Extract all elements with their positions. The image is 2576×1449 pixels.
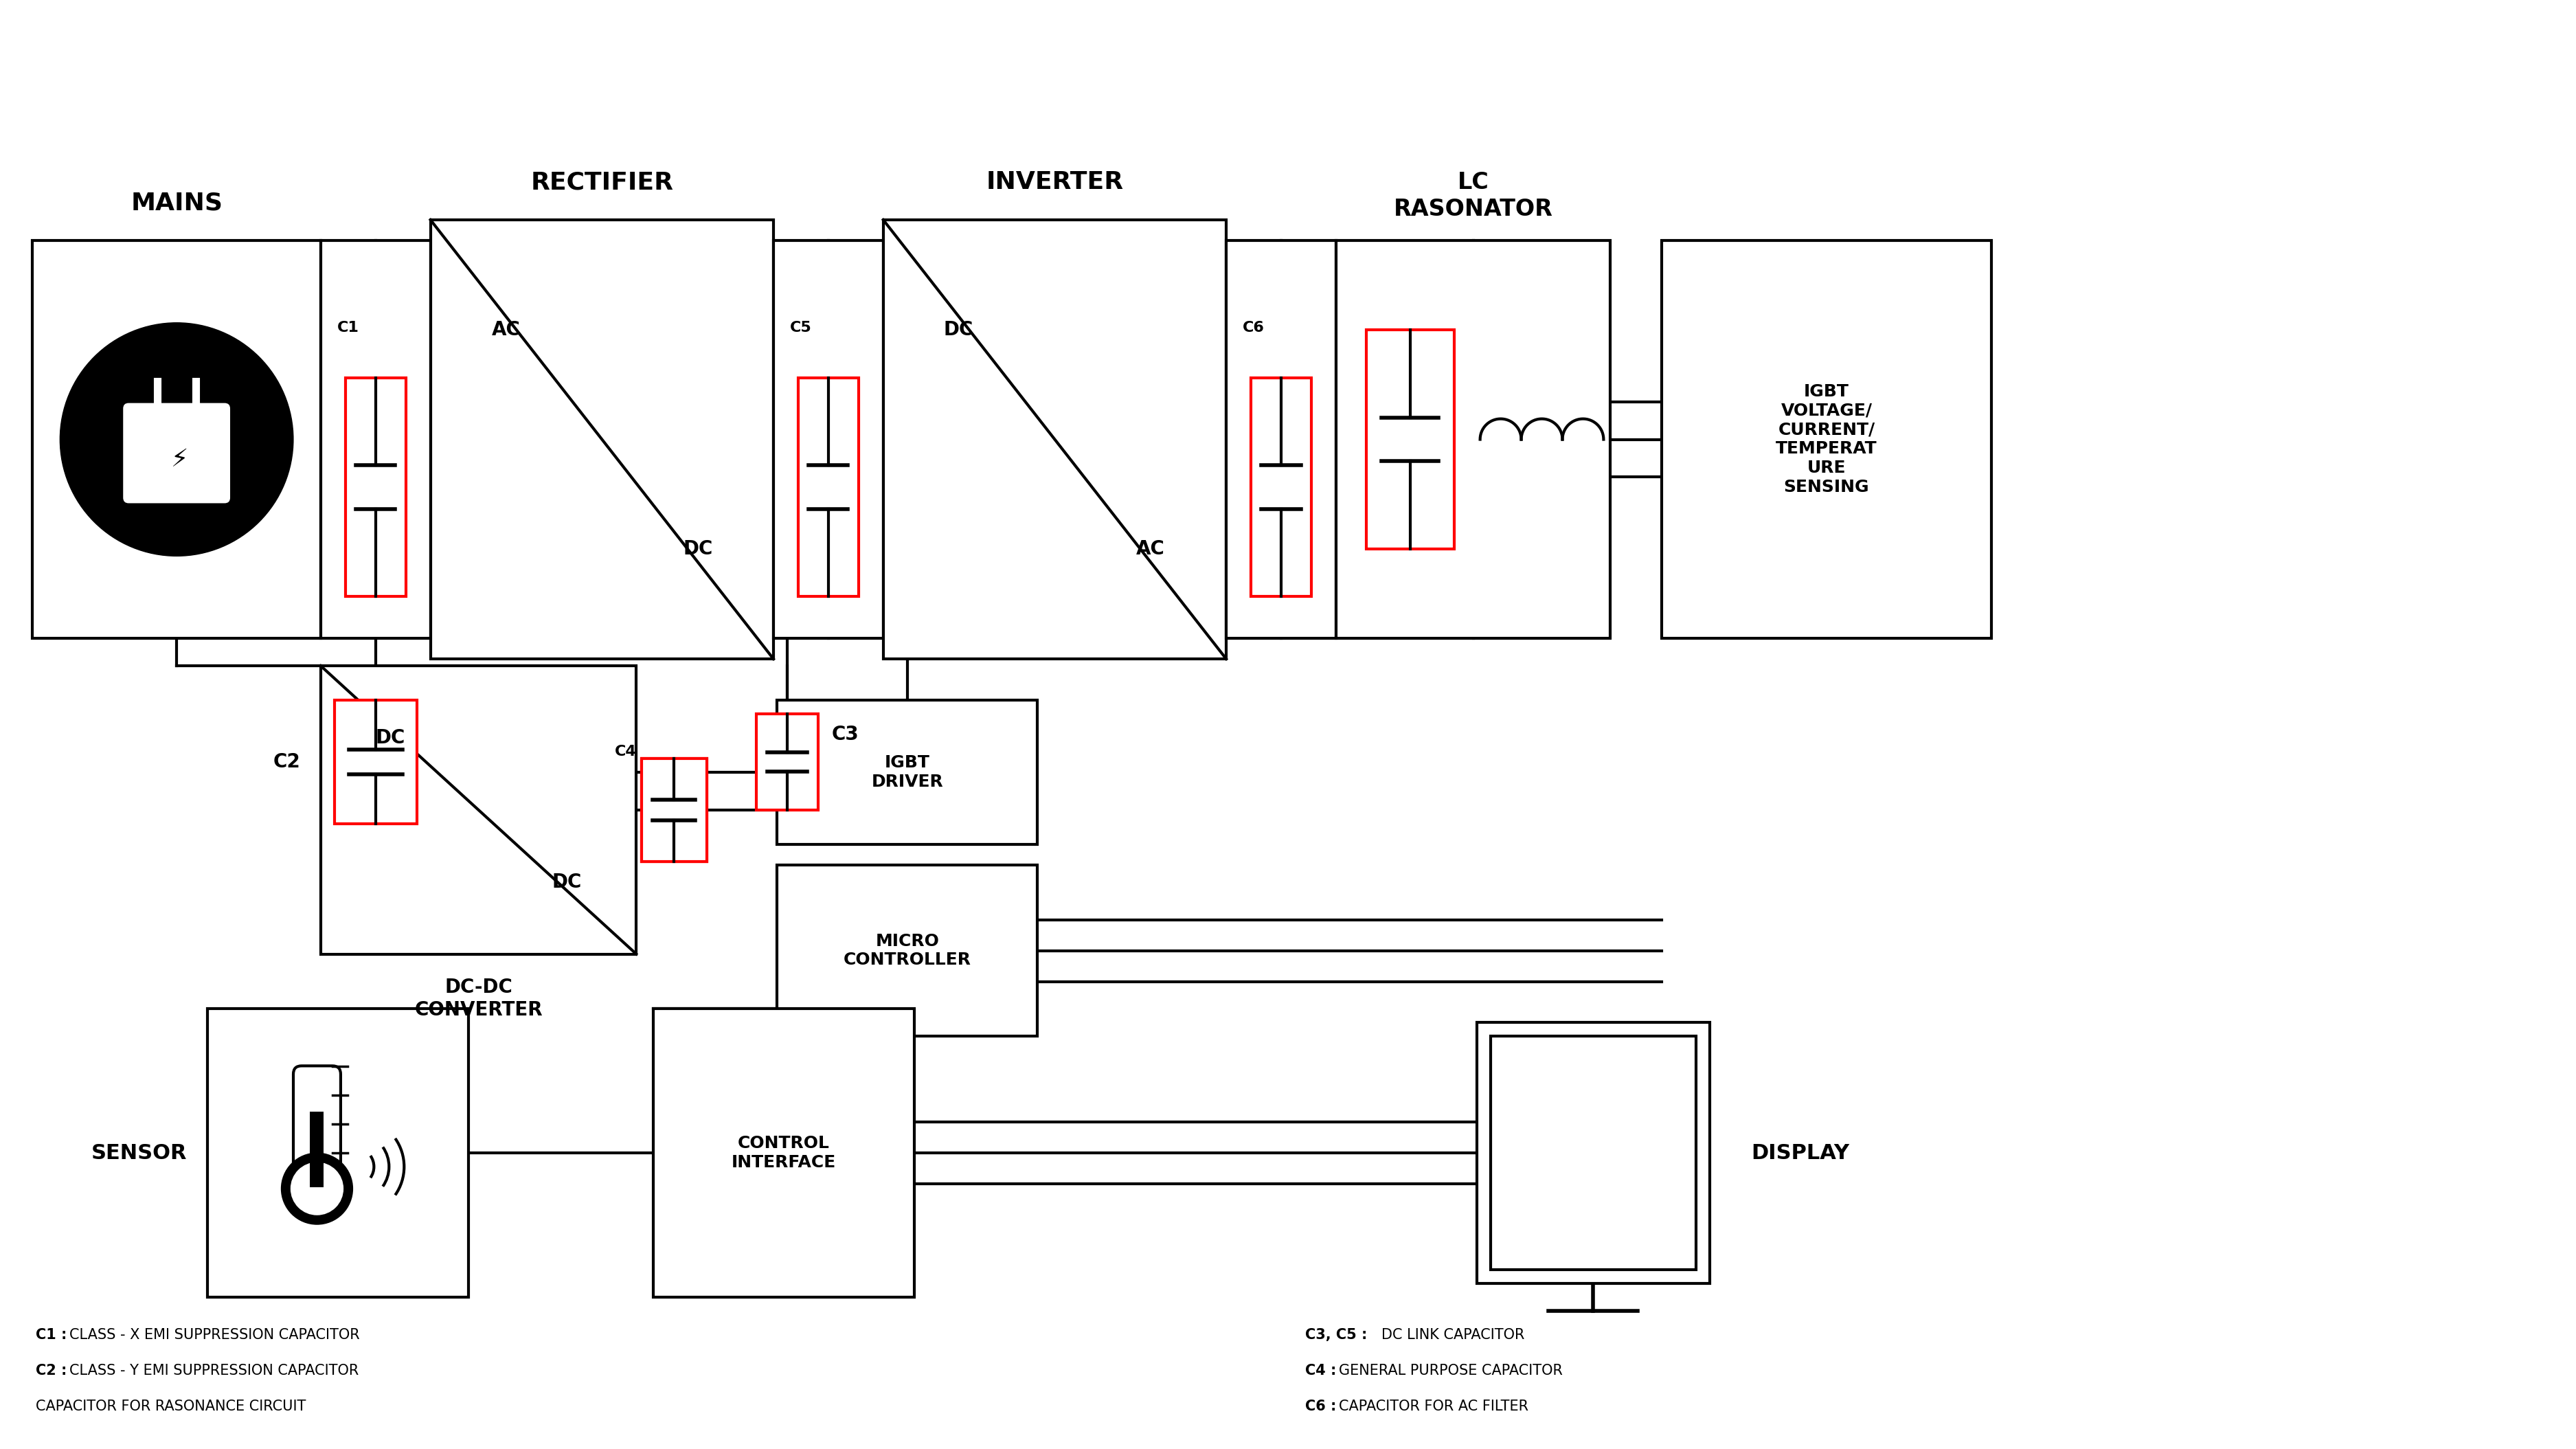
Bar (1226, 241, 1337, 639)
Text: DC: DC (551, 872, 582, 891)
Text: MAINS: MAINS (131, 191, 222, 214)
Bar (641, 758, 706, 861)
Text: LC
RASONATOR: LC RASONATOR (1394, 171, 1553, 220)
Text: SENSOR: SENSOR (90, 1143, 188, 1164)
Text: DC LINK CAPACITOR: DC LINK CAPACITOR (1381, 1327, 1525, 1342)
Text: DC: DC (943, 320, 974, 339)
Bar (33, 241, 319, 639)
Text: IGBT
VOLTAGE/
CURRENT/
TEMPERAT
URE
SENSING: IGBT VOLTAGE/ CURRENT/ TEMPERAT URE SENS… (1775, 384, 1878, 496)
Bar (778, 700, 1038, 845)
Text: GENERAL PURPOSE CAPACITOR: GENERAL PURPOSE CAPACITOR (1340, 1364, 1564, 1378)
Text: AC: AC (492, 320, 520, 339)
Text: C6: C6 (1242, 322, 1265, 335)
Text: AC: AC (1136, 539, 1164, 559)
FancyBboxPatch shape (294, 1066, 340, 1195)
Text: CLASS - Y EMI SUPPRESSION CAPACITOR: CLASS - Y EMI SUPPRESSION CAPACITOR (70, 1364, 358, 1378)
Bar (799, 378, 858, 597)
Bar (1337, 241, 1610, 639)
Bar (654, 1009, 914, 1297)
Bar (1476, 1023, 1710, 1284)
Text: CAPACITOR FOR RASONANCE CIRCUIT: CAPACITOR FOR RASONANCE CIRCUIT (36, 1400, 307, 1413)
Text: CONTROL
INTERFACE: CONTROL INTERFACE (732, 1135, 837, 1171)
Bar (319, 667, 636, 953)
Bar (430, 220, 773, 659)
Text: C4: C4 (616, 745, 636, 758)
Text: MICRO
CONTROLLER: MICRO CONTROLLER (842, 933, 971, 968)
Bar (335, 700, 417, 823)
Text: CAPACITOR FOR AC FILTER: CAPACITOR FOR AC FILTER (1340, 1400, 1528, 1413)
Text: C1: C1 (337, 322, 358, 335)
Text: C2 :: C2 : (36, 1364, 67, 1378)
Text: INVERTER: INVERTER (987, 171, 1123, 194)
Text: DC: DC (683, 539, 714, 559)
Text: DISPLAY: DISPLAY (1752, 1143, 1850, 1164)
Bar (641, 758, 706, 861)
Bar (1365, 330, 1453, 549)
Text: DC-DC
CONVERTER: DC-DC CONVERTER (415, 978, 544, 1019)
Bar (773, 241, 884, 639)
Circle shape (59, 323, 294, 556)
Bar (319, 241, 430, 639)
Text: IGBT
DRIVER: IGBT DRIVER (871, 755, 943, 790)
Bar (345, 378, 407, 597)
Bar (757, 714, 819, 810)
Bar (309, 1111, 325, 1187)
Text: CLASS - X EMI SUPPRESSION CAPACITOR: CLASS - X EMI SUPPRESSION CAPACITOR (70, 1327, 361, 1342)
Circle shape (281, 1153, 353, 1224)
Text: C3, C5 :: C3, C5 : (1306, 1327, 1368, 1342)
FancyBboxPatch shape (124, 403, 229, 503)
Text: ⚡: ⚡ (173, 448, 188, 472)
Text: C3: C3 (832, 724, 860, 745)
Text: C4 :: C4 : (1306, 1364, 1337, 1378)
Bar (1492, 1036, 1695, 1269)
Text: C5: C5 (791, 322, 811, 335)
Bar (778, 865, 1038, 1036)
Text: DC: DC (376, 729, 404, 748)
Bar (209, 1009, 469, 1297)
Text: C6 :: C6 : (1306, 1400, 1337, 1413)
Circle shape (291, 1162, 343, 1214)
Text: C1 :: C1 : (36, 1327, 67, 1342)
Bar (1662, 241, 1991, 639)
Text: C2: C2 (273, 752, 301, 771)
Bar (1252, 378, 1311, 597)
Text: RECTIFIER: RECTIFIER (531, 171, 672, 194)
Bar (884, 220, 1226, 659)
